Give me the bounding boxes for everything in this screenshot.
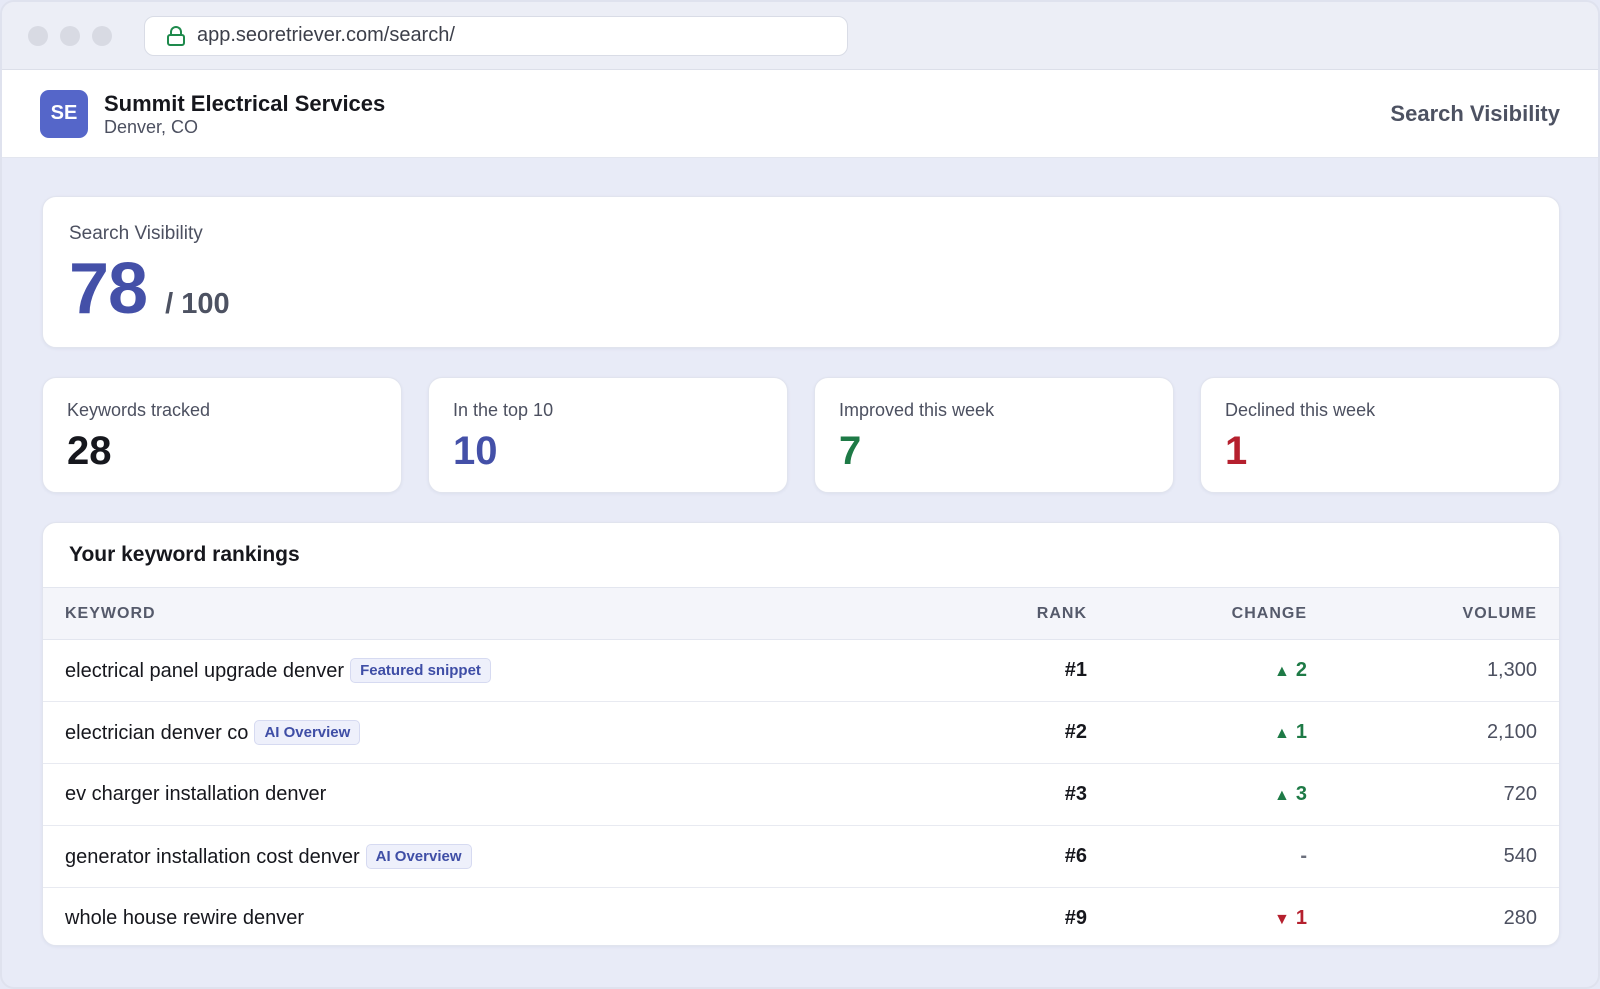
table-row[interactable]: electrician denver co AI Overview #2 ▲ 1 2,10…: [43, 702, 1559, 764]
arrow-up-icon: ▲: [1274, 787, 1290, 804]
window-close-dot[interactable]: [28, 25, 48, 46]
change-cell: ▲ 2: [1109, 640, 1329, 702]
score-value: 78: [69, 249, 148, 329]
window-maximize-dot[interactable]: [92, 25, 112, 46]
column-header-volume[interactable]: Volume: [1462, 604, 1537, 622]
lock-icon: [167, 25, 185, 46]
stat-label: Keywords tracked: [67, 400, 211, 420]
rank-cell: #6: [1064, 845, 1087, 867]
business-location: Denver, CO: [104, 116, 199, 137]
table-header-row: Keyword Rank Change Volume: [43, 587, 1559, 640]
business-info: Summit Electrical Services Denver, CO: [104, 91, 385, 137]
serp-feature-badge: AI Overview: [365, 844, 472, 869]
score-label: Search Visibility: [69, 223, 203, 244]
volume-cell: 540: [1503, 845, 1537, 867]
stat-value: 1: [1225, 429, 1248, 473]
change-cell: ▲ 3: [1109, 764, 1329, 826]
volume-cell: 280: [1503, 907, 1537, 930]
business-name: Summit Electrical Services: [104, 90, 386, 116]
window-minimize-dot[interactable]: [60, 25, 80, 46]
change-value: 2: [1295, 659, 1307, 681]
rank-cell: #2: [1064, 721, 1087, 743]
keyword-cell: whole house rewire denver: [43, 888, 929, 946]
page-title: Search Visibility: [1390, 100, 1560, 126]
score-max: / 100: [165, 288, 230, 320]
table-row[interactable]: ev charger installation denver #3 ▲ 3 720: [43, 764, 1559, 826]
rank-cell: #3: [1064, 783, 1087, 805]
keyword-cell: electrician denver co AI Overview: [43, 702, 929, 764]
keyword-text: electrician denver co: [65, 722, 249, 744]
keyword-rankings-card: Your keyword rankings Keyword Rank Chang…: [42, 522, 1560, 946]
stat-value: 28: [67, 429, 112, 473]
stat-card-declined: Declined this week 1: [1200, 377, 1560, 493]
keyword-text: whole house rewire denver: [65, 907, 305, 930]
change-cell: ▼ 1: [1109, 888, 1329, 946]
rank-cell: #9: [1064, 907, 1087, 930]
url-text: app.seoretriever.com/search/: [197, 24, 455, 46]
arrow-up-icon: ▲: [1274, 663, 1290, 680]
table-row[interactable]: whole house rewire denver #9 ▼ 1 280: [43, 888, 1559, 946]
address-bar[interactable]: app.seoretriever.com/search/: [144, 15, 848, 56]
score-row: 78 / 100: [69, 251, 1533, 327]
keyword-text: generator installation cost denver: [65, 846, 360, 868]
arrow-down-icon: ▼: [1274, 911, 1290, 929]
keyword-cell: ev charger installation denver: [43, 764, 929, 826]
stat-value: 7: [839, 429, 862, 473]
column-header-change[interactable]: Change: [1231, 604, 1307, 622]
table-row[interactable]: electrical panel upgrade denver Featured …: [43, 640, 1559, 702]
visibility-score-card: Search Visibility 78 / 100: [42, 196, 1560, 348]
volume-cell: 2,100: [1486, 721, 1537, 743]
change-value: 3: [1295, 783, 1307, 805]
serp-feature-badge: Featured snippet: [350, 658, 491, 683]
stat-value: 10: [453, 429, 498, 473]
keyword-cell: electrical panel upgrade denver Featured …: [43, 640, 929, 702]
change-cell: -: [1109, 826, 1329, 888]
stat-label: In the top 10: [453, 400, 554, 420]
business-avatar: SE: [40, 89, 88, 138]
stat-card-keywords-tracked: Keywords tracked 28: [42, 377, 402, 493]
volume-cell: 720: [1503, 783, 1537, 805]
column-header-rank[interactable]: Rank: [1036, 604, 1087, 622]
change-value: 1: [1295, 907, 1307, 930]
column-header-keyword[interactable]: Keyword: [65, 604, 156, 622]
rankings-title: Your keyword rankings: [69, 543, 300, 566]
rankings-table: Keyword Rank Change Volume electrical pa…: [43, 587, 1559, 946]
rank-cell: #1: [1064, 659, 1087, 681]
table-row[interactable]: generator installation cost denver AI Ove…: [43, 826, 1559, 888]
keyword-text: electrical panel upgrade denver: [65, 660, 345, 682]
arrow-up-icon: ▲: [1274, 725, 1290, 742]
stat-card-top-10: In the top 10 10: [428, 377, 788, 493]
change-cell: ▲ 1: [1109, 702, 1329, 764]
change-value: 1: [1295, 721, 1307, 743]
browser-chrome: app.seoretriever.com/search/: [2, 2, 1598, 70]
keyword-text: ev charger installation denver: [65, 783, 327, 805]
stat-label: Improved this week: [839, 400, 995, 420]
serp-feature-badge: AI Overview: [254, 720, 361, 745]
change-value: -: [1300, 845, 1307, 867]
rankings-table-body: electrical panel upgrade denver Featured …: [43, 640, 1559, 946]
volume-cell: 1,300: [1486, 659, 1537, 681]
stat-label: Declined this week: [1225, 400, 1376, 420]
keyword-cell: generator installation cost denver AI Ove…: [43, 826, 929, 888]
stat-card-improved: Improved this week 7: [814, 377, 1174, 493]
app-header: SE Summit Electrical Services Denver, CO…: [2, 70, 1598, 158]
